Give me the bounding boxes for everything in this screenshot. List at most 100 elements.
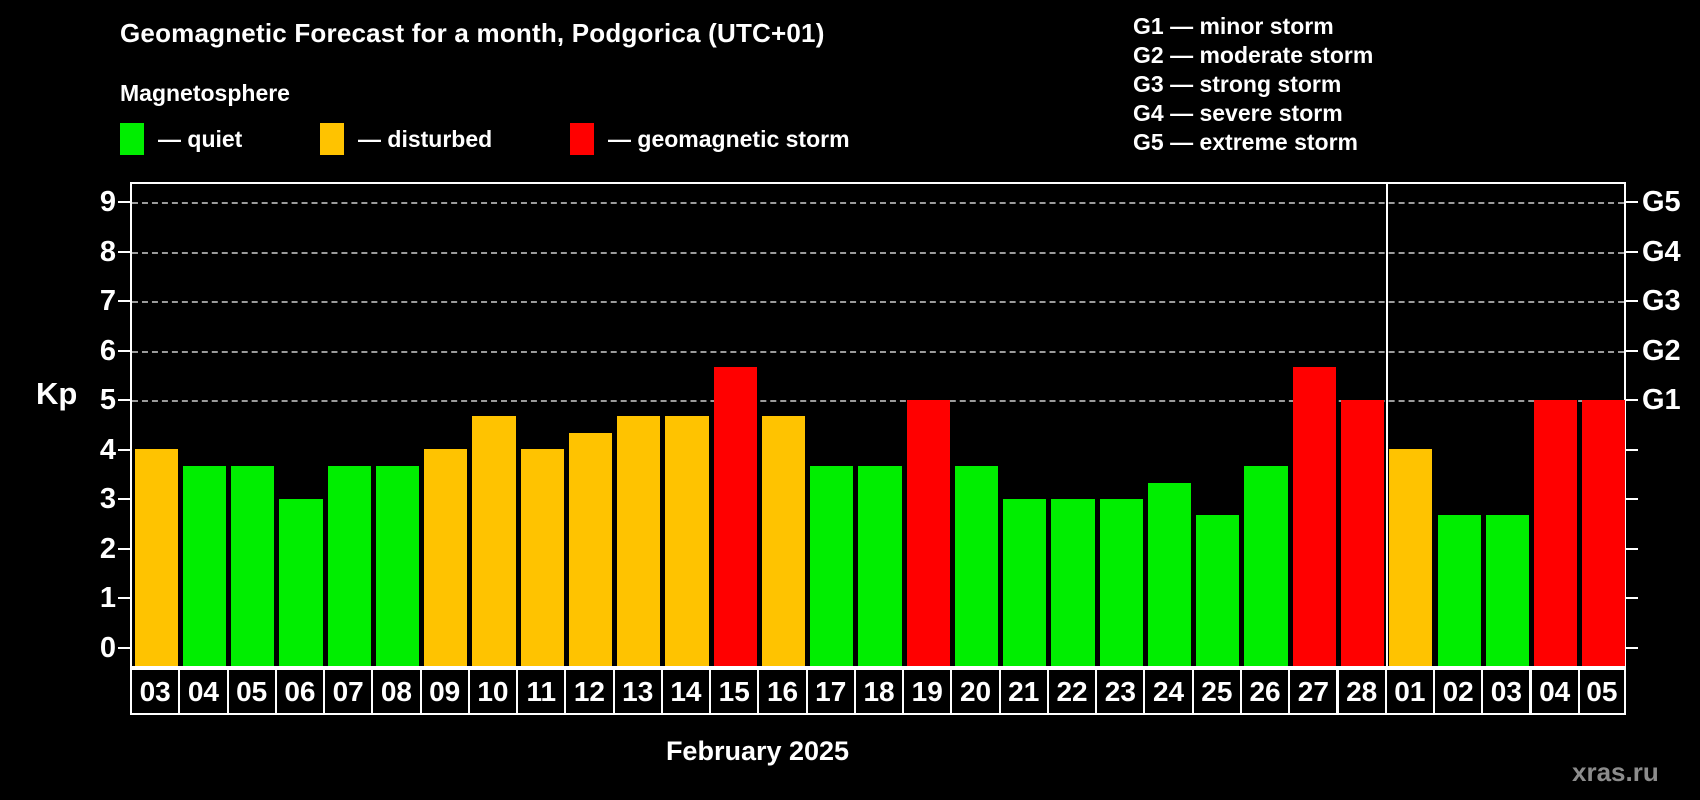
bar-day-03 (134, 449, 178, 666)
y-left-tick-label-6: 6 (99, 335, 116, 367)
bar-day-14 (665, 416, 709, 666)
y-left-tick-label-3: 3 (99, 483, 116, 515)
storm-scale-legend: G1 — minor storm G2 — moderate storm G3 … (1133, 12, 1373, 157)
y-left-tick-label-4: 4 (99, 434, 116, 466)
day-label-feb-23: 23 (1095, 668, 1146, 715)
legend-label-quiet: — quiet (158, 125, 243, 152)
y-right-tick-label-g5: G5 (1642, 186, 1681, 218)
bar-day-07 (327, 466, 371, 666)
day-label-feb-11: 11 (516, 668, 567, 715)
gridline-kp8 (132, 252, 1624, 254)
bar-day-17 (810, 466, 854, 666)
day-label-feb-15: 15 (709, 668, 760, 715)
y-left-tick-label-9: 9 (99, 186, 116, 218)
day-label-feb-06: 06 (274, 668, 326, 715)
storm-scale-g1: G1 — minor storm (1133, 13, 1334, 39)
bar-day-24 (1147, 483, 1192, 666)
legend-label-disturbed: — disturbed (358, 125, 493, 152)
day-label-feb-14: 14 (660, 668, 712, 715)
bar-day-13 (617, 416, 661, 666)
y-right-tick-9 (1626, 201, 1638, 203)
day-label-feb-20: 20 (950, 668, 1001, 715)
day-label-feb-13: 13 (612, 668, 663, 715)
y-right-tick-5 (1626, 399, 1638, 401)
chart-subtitle: Magnetosphere (120, 80, 290, 106)
y-right-tick-label-g2: G2 (1642, 335, 1681, 367)
bar-day-21 (1003, 499, 1047, 666)
bar-day-08 (375, 466, 420, 666)
y-axis-label: Kp (36, 376, 78, 411)
day-label-feb-10: 10 (467, 668, 519, 715)
y-left-tick-1 (118, 597, 130, 599)
bar-day-10 (472, 416, 516, 666)
storm-scale-g2: G2 — moderate storm (1133, 42, 1374, 68)
y-right-tick-3 (1626, 498, 1638, 500)
y-left-tick-9 (118, 201, 130, 203)
y-left-tick-label-7: 7 (99, 285, 116, 317)
bar-day-27 (1292, 367, 1336, 666)
day-label-feb-21: 21 (998, 668, 1049, 715)
day-label-feb-03: 03 (130, 668, 181, 715)
legend-label-storm: — geomagnetic storm (608, 125, 850, 152)
bar-day-20 (954, 466, 999, 666)
legend-item-disturbed: — disturbed (320, 123, 492, 155)
plot-area (130, 182, 1626, 668)
y-left-tick-7 (118, 300, 130, 302)
day-label-feb-26: 26 (1239, 668, 1291, 715)
bar-day-16 (761, 416, 806, 666)
y-left-tick-3 (118, 498, 130, 500)
storm-scale-g5: G5 — extreme storm (1133, 129, 1358, 155)
y-left-tick-6 (118, 350, 130, 352)
bar-day-02 (1437, 515, 1481, 666)
bar-day-28 (1341, 400, 1385, 666)
month-separator (1385, 184, 1388, 666)
y-left-tick-2 (118, 548, 130, 550)
y-left-tick-5 (118, 399, 130, 401)
bar-day-15 (713, 367, 757, 666)
bar-day-25 (1196, 515, 1240, 666)
gridline-kp6 (132, 351, 1624, 353)
bar-day-12 (568, 433, 613, 666)
chart-title: Geomagnetic Forecast for a month, Podgor… (120, 18, 825, 48)
y-left-tick-label-8: 8 (99, 236, 116, 268)
disturbed-color-swatch (320, 123, 344, 155)
y-right-tick-label-g1: G1 (1642, 384, 1681, 416)
storm-color-swatch (570, 123, 594, 155)
bar-day-06 (279, 499, 323, 666)
y-right-tick-8 (1626, 251, 1638, 253)
bar-day-01 (1389, 449, 1433, 666)
day-label-feb-25: 25 (1191, 668, 1242, 715)
day-label-mar-03: 03 (1481, 668, 1532, 715)
day-label-feb-17: 17 (805, 668, 856, 715)
day-label-feb-08: 08 (371, 668, 422, 715)
y-right-tick-7 (1626, 300, 1638, 302)
day-label-feb-28: 28 (1336, 668, 1387, 715)
day-label-mar-01: 01 (1384, 668, 1435, 715)
storm-scale-g4: G4 — severe storm (1133, 100, 1343, 126)
y-left-tick-label-1: 1 (99, 582, 116, 614)
day-label-mar-02: 02 (1433, 668, 1484, 715)
day-label-feb-07: 07 (323, 668, 374, 715)
quiet-color-swatch (120, 123, 144, 155)
x-axis-title: February 2025 (665, 736, 850, 766)
y-right-tick-0 (1626, 647, 1638, 649)
bar-day-09 (424, 449, 468, 666)
day-label-feb-09: 09 (419, 668, 470, 715)
bar-day-04 (182, 466, 227, 666)
x-axis-day-labels: 03 04 05 06 07 08 09 10 11 12 13 14 15 16 17 18 19 20 21 22… (130, 668, 1630, 718)
y-right-tick-4 (1626, 449, 1638, 451)
day-label-feb-04: 04 (178, 668, 229, 715)
y-left-tick-label-5: 5 (99, 384, 116, 416)
day-label-feb-16: 16 (757, 668, 808, 715)
day-label-feb-24: 24 (1143, 668, 1194, 715)
y-left-tick-label-0: 0 (99, 632, 116, 664)
gridline-kp5 (132, 400, 1624, 402)
bar-day-05 (231, 466, 275, 666)
bar-day-26 (1244, 466, 1288, 666)
bar-day-22 (1051, 499, 1095, 666)
bar-day-05 (1582, 400, 1626, 666)
legend-item-storm: — geomagnetic storm (570, 123, 850, 155)
y-right-tick-2 (1626, 548, 1638, 550)
y-right-tick-label-g3: G3 (1642, 285, 1681, 317)
